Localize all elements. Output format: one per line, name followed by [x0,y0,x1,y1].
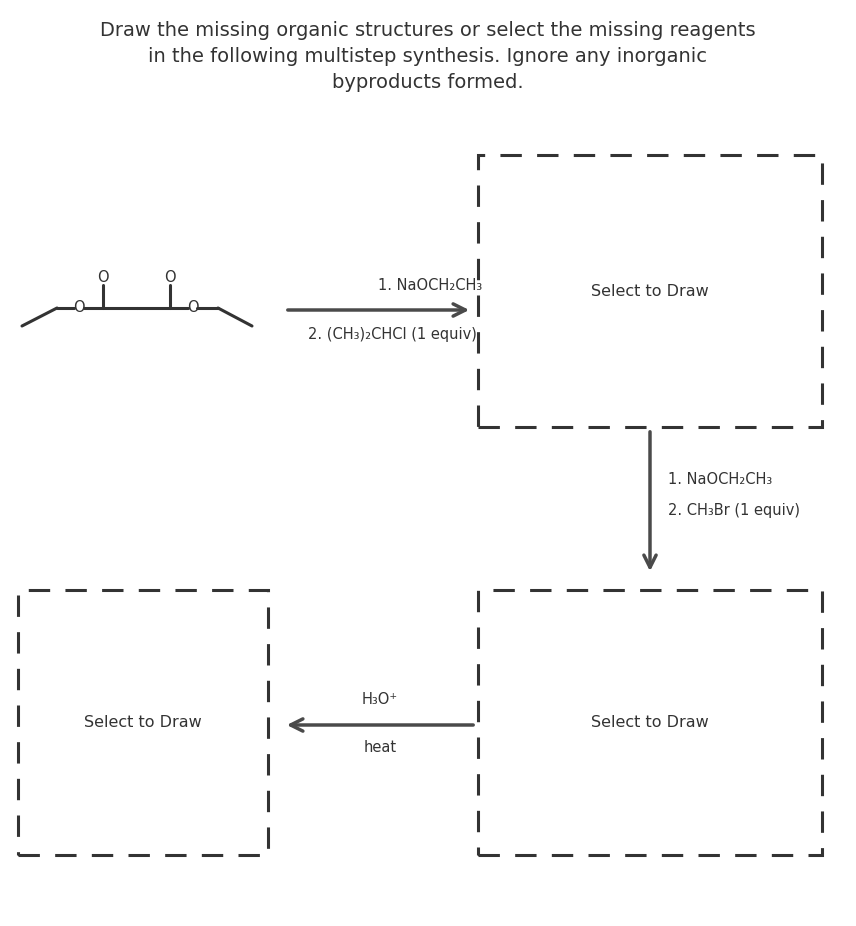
Text: Select to Draw: Select to Draw [591,715,709,730]
Bar [18,590,268,855]
Text: O: O [187,301,199,316]
Text: Select to Draw: Select to Draw [84,715,202,730]
Text: byproducts formed.: byproducts formed. [332,73,524,93]
Text: heat: heat [364,741,396,756]
Bar [478,590,822,855]
Text: 1. NaOCH₂CH₃: 1. NaOCH₂CH₃ [668,472,772,487]
Text: in the following multistep synthesis. Ignore any inorganic: in the following multistep synthesis. Ig… [148,47,708,67]
Text: 2. (CH₃)₂CHCl (1 equiv): 2. (CH₃)₂CHCl (1 equiv) [308,328,477,343]
Text: Draw the missing organic structures or select the missing reagents: Draw the missing organic structures or s… [100,20,756,40]
Text: O: O [98,270,109,285]
Bar [478,155,822,427]
Text: O: O [164,270,175,285]
Text: O: O [73,301,85,316]
Text: 2. CH₃Br (1 equiv): 2. CH₃Br (1 equiv) [668,503,800,518]
Text: H₃O⁺: H₃O⁺ [362,693,398,707]
Text: 1. NaOCH₂CH₃: 1. NaOCH₂CH₃ [378,278,482,293]
Text: Select to Draw: Select to Draw [591,283,709,298]
